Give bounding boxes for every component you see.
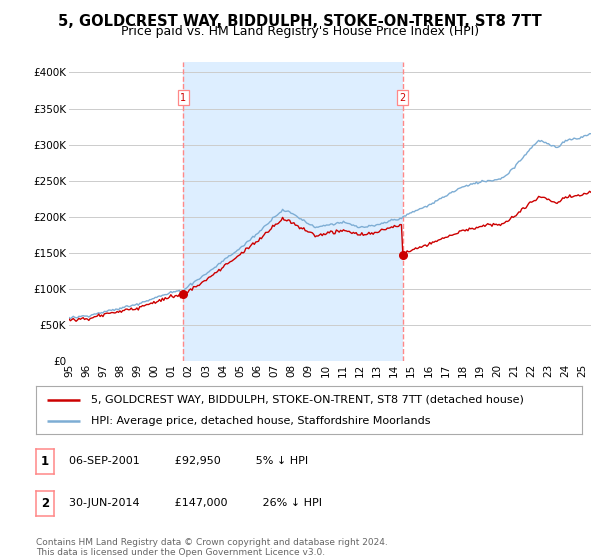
Text: 2: 2 [400,92,406,102]
Text: 1: 1 [180,92,186,102]
Text: 1: 1 [41,455,49,468]
Text: Price paid vs. HM Land Registry's House Price Index (HPI): Price paid vs. HM Land Registry's House … [121,25,479,38]
Text: 30-JUN-2014          £147,000          26% ↓ HPI: 30-JUN-2014 £147,000 26% ↓ HPI [69,498,322,508]
Text: 06-SEP-2001          £92,950          5% ↓ HPI: 06-SEP-2001 £92,950 5% ↓ HPI [69,456,308,466]
Text: 5, GOLDCREST WAY, BIDDULPH, STOKE-ON-TRENT, ST8 7TT: 5, GOLDCREST WAY, BIDDULPH, STOKE-ON-TRE… [58,14,542,29]
Text: HPI: Average price, detached house, Staffordshire Moorlands: HPI: Average price, detached house, Staf… [91,416,430,426]
Text: 5, GOLDCREST WAY, BIDDULPH, STOKE-ON-TRENT, ST8 7TT (detached house): 5, GOLDCREST WAY, BIDDULPH, STOKE-ON-TRE… [91,395,523,405]
Text: Contains HM Land Registry data © Crown copyright and database right 2024.
This d: Contains HM Land Registry data © Crown c… [36,538,388,557]
Text: 2: 2 [41,497,49,510]
Bar [183,62,403,361]
